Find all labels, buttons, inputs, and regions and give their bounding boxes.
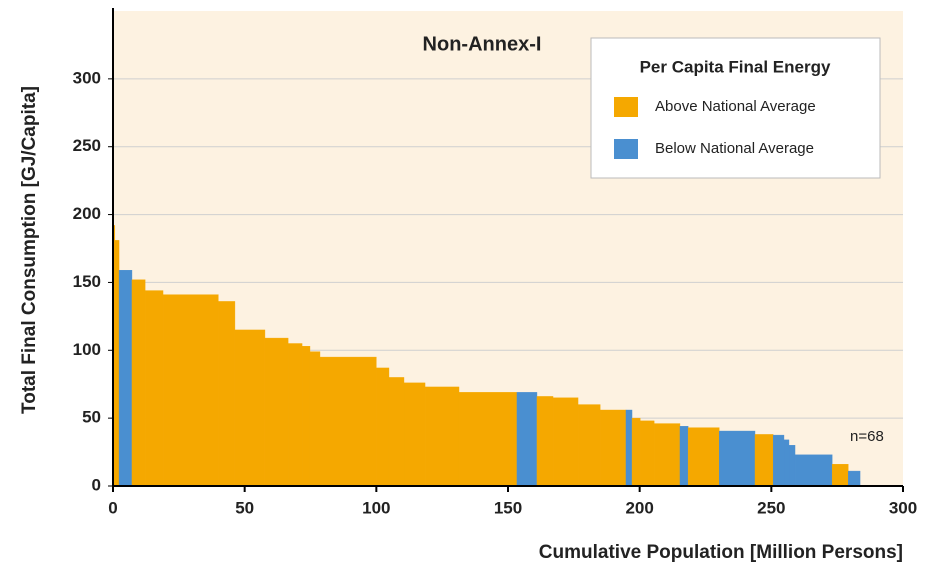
x-tick-label: 250 bbox=[757, 498, 785, 517]
bar bbox=[301, 346, 311, 487]
bar bbox=[516, 392, 538, 487]
y-tick-label: 200 bbox=[73, 204, 101, 223]
bar bbox=[772, 434, 785, 487]
bar bbox=[424, 386, 460, 487]
bar bbox=[319, 356, 377, 487]
legend-label: Below National Average bbox=[655, 140, 814, 157]
y-tick-label: 50 bbox=[82, 408, 101, 427]
bar bbox=[577, 404, 601, 487]
bar bbox=[403, 382, 426, 487]
y-axis-title: Total Final Consumption [GJ/Capita] bbox=[19, 86, 40, 414]
legend-box bbox=[590, 37, 881, 179]
x-tick-label: 300 bbox=[889, 498, 917, 517]
legend-swatch bbox=[614, 97, 638, 117]
y-tick-label: 300 bbox=[73, 68, 101, 87]
legend-title: Per Capita Final Energy bbox=[640, 57, 831, 76]
bar bbox=[625, 409, 633, 487]
x-tick-label: 150 bbox=[494, 498, 522, 517]
x-tick-label: 0 bbox=[108, 498, 117, 517]
bar bbox=[783, 439, 790, 487]
bar bbox=[264, 337, 289, 487]
annotation: n=68 bbox=[850, 428, 884, 445]
bar bbox=[309, 351, 321, 487]
bar bbox=[536, 396, 554, 487]
bar bbox=[788, 445, 796, 487]
bar bbox=[687, 427, 720, 487]
bar bbox=[376, 367, 390, 487]
bar bbox=[653, 423, 681, 487]
bar bbox=[162, 294, 219, 487]
y-tick-label: 0 bbox=[92, 475, 101, 494]
bar bbox=[114, 240, 120, 487]
bar bbox=[388, 377, 405, 487]
bar bbox=[754, 434, 774, 487]
bar bbox=[848, 470, 861, 487]
bar bbox=[718, 430, 756, 487]
legend-swatch bbox=[614, 139, 638, 159]
bar bbox=[679, 426, 689, 487]
bar bbox=[552, 397, 579, 487]
x-tick-label: 200 bbox=[625, 498, 653, 517]
bar bbox=[118, 270, 133, 487]
y-tick-label: 150 bbox=[73, 272, 101, 291]
x-tick-label: 50 bbox=[235, 498, 254, 517]
bar bbox=[218, 301, 236, 487]
y-tick-label: 250 bbox=[73, 136, 101, 155]
chart-title: Non-Annex-I bbox=[423, 33, 542, 55]
bar bbox=[831, 464, 849, 487]
bar bbox=[144, 290, 164, 487]
x-tick-label: 100 bbox=[362, 498, 390, 517]
legend-label: Above National Average bbox=[655, 98, 816, 115]
bar bbox=[794, 454, 833, 487]
bar bbox=[131, 279, 146, 487]
bar bbox=[458, 392, 518, 487]
bar bbox=[599, 409, 627, 487]
bar bbox=[234, 329, 266, 487]
bar bbox=[287, 343, 303, 487]
bar bbox=[631, 417, 641, 487]
bar bbox=[639, 420, 655, 487]
x-axis-title: Cumulative Population [Million Persons] bbox=[539, 542, 903, 563]
y-tick-label: 100 bbox=[73, 340, 101, 359]
